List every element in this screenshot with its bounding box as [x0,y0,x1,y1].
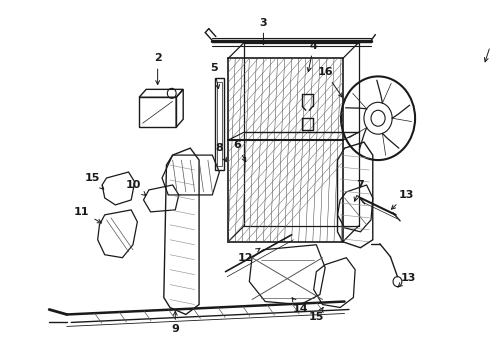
Text: 6: 6 [233,140,246,162]
Text: 12: 12 [238,248,260,263]
Text: 5: 5 [210,63,220,89]
Text: 13: 13 [392,190,414,209]
Text: 14: 14 [292,298,308,315]
Text: 9: 9 [172,311,179,334]
Text: 2: 2 [154,54,162,85]
Text: 15: 15 [309,307,324,323]
Text: 8: 8 [216,143,226,162]
Text: 10: 10 [125,180,146,195]
Text: 7: 7 [354,180,364,201]
Text: 15: 15 [85,173,104,189]
Text: 1: 1 [485,33,490,62]
Text: 3: 3 [260,18,267,45]
Text: 4: 4 [307,41,318,72]
Text: 16: 16 [318,67,343,97]
Text: 11: 11 [74,207,101,223]
Text: 13: 13 [398,273,416,287]
